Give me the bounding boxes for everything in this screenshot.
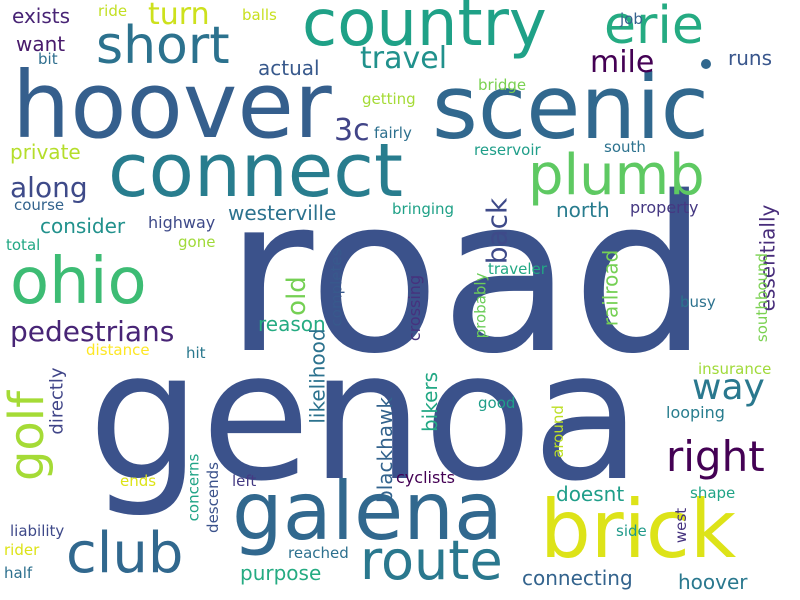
word: crossing xyxy=(405,274,425,342)
word: southbound xyxy=(753,252,772,343)
word: descends xyxy=(203,462,222,533)
word: likelihood xyxy=(305,328,330,424)
word: erie xyxy=(604,0,704,56)
word: 3c xyxy=(334,113,370,148)
word: highway xyxy=(148,213,216,232)
word: traveler xyxy=(488,260,547,278)
word: insurance xyxy=(698,360,772,378)
word: connecting xyxy=(522,566,633,590)
word: completes xyxy=(327,248,346,327)
word: short xyxy=(96,16,230,76)
word: ohio xyxy=(10,245,147,319)
word: right xyxy=(666,432,765,481)
word: bridge xyxy=(478,76,527,94)
word: reached xyxy=(288,544,349,562)
word: rider xyxy=(4,541,40,559)
word: balls xyxy=(242,6,277,24)
word: plumb xyxy=(528,143,705,208)
word: mile xyxy=(590,45,655,80)
word: galena xyxy=(232,465,503,558)
word: exists xyxy=(12,4,71,28)
word: runs xyxy=(728,46,772,70)
word: half xyxy=(4,564,33,582)
word: back xyxy=(480,197,514,265)
word: fairly xyxy=(374,124,412,142)
word: busy xyxy=(680,293,716,311)
word: left xyxy=(232,472,257,490)
word: total xyxy=(6,236,41,254)
word: blackhawk xyxy=(372,397,397,503)
word: around xyxy=(548,405,567,458)
word: country xyxy=(302,0,547,61)
word: old xyxy=(281,276,312,316)
dot-mark xyxy=(701,59,711,69)
word: directly xyxy=(46,367,68,435)
word: reason xyxy=(258,312,326,336)
word: bikers xyxy=(418,371,443,433)
word: pedestrians xyxy=(10,315,175,348)
word: consider xyxy=(40,214,126,238)
word: purpose xyxy=(240,561,322,585)
word: looping xyxy=(666,403,725,422)
word: gone xyxy=(178,233,216,251)
word: north xyxy=(556,198,610,222)
word: west xyxy=(672,507,691,544)
word: road xyxy=(225,150,709,401)
word: probably xyxy=(471,272,490,339)
word: travel xyxy=(360,41,448,76)
word: hoover xyxy=(678,570,748,594)
word: course xyxy=(14,196,65,214)
word: route xyxy=(360,529,503,592)
word: genoa xyxy=(88,313,642,520)
word: club xyxy=(66,521,184,586)
word: cyclists xyxy=(396,468,455,487)
word: along xyxy=(10,171,88,204)
word: actual xyxy=(258,56,320,80)
word: distance xyxy=(86,341,150,359)
word: way xyxy=(692,367,765,408)
word: ride xyxy=(98,2,128,20)
word: turn xyxy=(148,0,210,32)
word: reservoir xyxy=(474,141,541,159)
word: want xyxy=(16,32,66,56)
word: doesnt xyxy=(556,482,625,506)
word: hit xyxy=(186,344,206,362)
word: golf xyxy=(0,390,56,482)
word: ends xyxy=(120,472,157,490)
word: job xyxy=(620,10,643,28)
word: scenic xyxy=(432,56,709,159)
word: westerville xyxy=(228,201,337,225)
word: brick xyxy=(540,483,737,576)
word: bit xyxy=(38,50,58,68)
word: property xyxy=(630,198,699,217)
word: bringing xyxy=(392,200,455,218)
word: hoover xyxy=(12,52,332,159)
word: shape xyxy=(690,484,736,502)
word: connect xyxy=(108,128,403,214)
word: south xyxy=(604,138,646,156)
word: railroad xyxy=(598,249,623,327)
word: concerns xyxy=(184,453,203,522)
word: private xyxy=(10,140,81,164)
word: liability xyxy=(10,522,65,540)
word: side xyxy=(616,522,647,540)
word: good xyxy=(478,394,516,412)
word: getting xyxy=(362,90,416,108)
